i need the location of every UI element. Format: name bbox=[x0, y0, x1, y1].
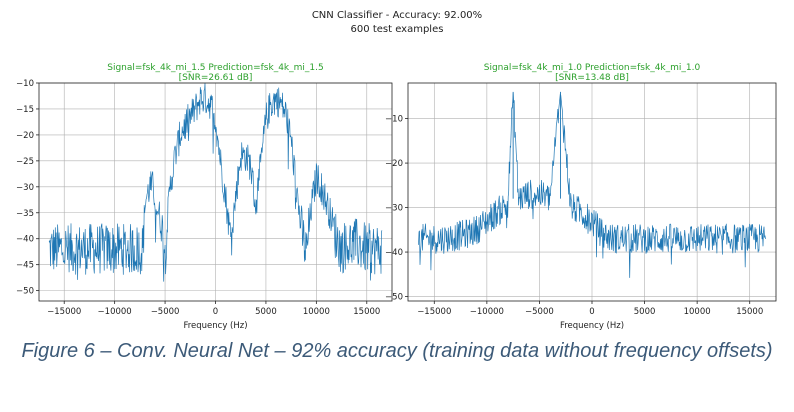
x-tick-label: 15000 bbox=[353, 307, 380, 317]
y-tick-label: −30 bbox=[385, 204, 403, 214]
y-tick-label: −45 bbox=[16, 261, 34, 271]
y-tick-label: −40 bbox=[16, 235, 34, 245]
x-tick-label: 5000 bbox=[255, 307, 277, 317]
figure-caption: Figure 6 – Conv. Neural Net – 92% accura… bbox=[21, 340, 773, 362]
y-tick-label: −10 bbox=[16, 79, 34, 89]
figure-suptitle-line2: 600 test examples bbox=[350, 24, 444, 35]
y-tick-label: −50 bbox=[16, 287, 34, 297]
chart-title: Signal=fsk_4k_mi_1.0 Prediction=fsk_4k_m… bbox=[484, 63, 701, 73]
x-tick-label: −5000 bbox=[525, 307, 554, 317]
y-tick-label: −10 bbox=[385, 115, 403, 125]
x-tick-label: 5000 bbox=[634, 307, 656, 317]
y-tick-label: −20 bbox=[16, 131, 34, 141]
chart-panel-1: Signal=fsk_4k_mi_1.5 Prediction=fsk_4k_m… bbox=[16, 63, 393, 331]
y-tick-label: −40 bbox=[385, 248, 403, 258]
figure-suptitle-line1: CNN Classifier - Accuracy: 92.00% bbox=[311, 10, 483, 21]
x-tick-label: −5000 bbox=[151, 307, 180, 317]
x-axis-label: Frequency (Hz) bbox=[183, 321, 247, 331]
x-tick-label: 10000 bbox=[684, 307, 711, 317]
x-tick-label: 0 bbox=[213, 307, 218, 317]
x-tick-label: 0 bbox=[589, 307, 594, 317]
x-axis-label: Frequency (Hz) bbox=[560, 321, 624, 331]
x-tick-label: −15000 bbox=[47, 307, 81, 317]
chart-subtitle: [SNR=13.48 dB] bbox=[555, 73, 629, 83]
figure-canvas: Signal=fsk_4k_mi_1.5 Prediction=fsk_4k_m… bbox=[16, 63, 777, 331]
x-tick-label: −15000 bbox=[417, 307, 451, 317]
chart-title: Signal=fsk_4k_mi_1.5 Prediction=fsk_4k_m… bbox=[107, 63, 323, 73]
y-tick-label: −25 bbox=[16, 157, 34, 167]
x-tick-label: 15000 bbox=[736, 307, 763, 317]
chart-panel-2: Signal=fsk_4k_mi_1.0 Prediction=fsk_4k_m… bbox=[385, 63, 777, 331]
chart-subtitle: [SNR=26.61 dB] bbox=[179, 73, 253, 83]
y-tick-label: −15 bbox=[16, 105, 34, 115]
series-line bbox=[418, 92, 766, 278]
y-tick-label: −30 bbox=[16, 183, 34, 193]
x-tick-label: 10000 bbox=[303, 307, 330, 317]
y-tick-label: −20 bbox=[385, 159, 403, 169]
y-tick-label: −35 bbox=[16, 209, 34, 219]
y-tick-label: −50 bbox=[385, 293, 403, 303]
series-line bbox=[48, 83, 383, 282]
x-tick-label: −10000 bbox=[470, 307, 504, 317]
x-tick-label: −10000 bbox=[98, 307, 132, 317]
